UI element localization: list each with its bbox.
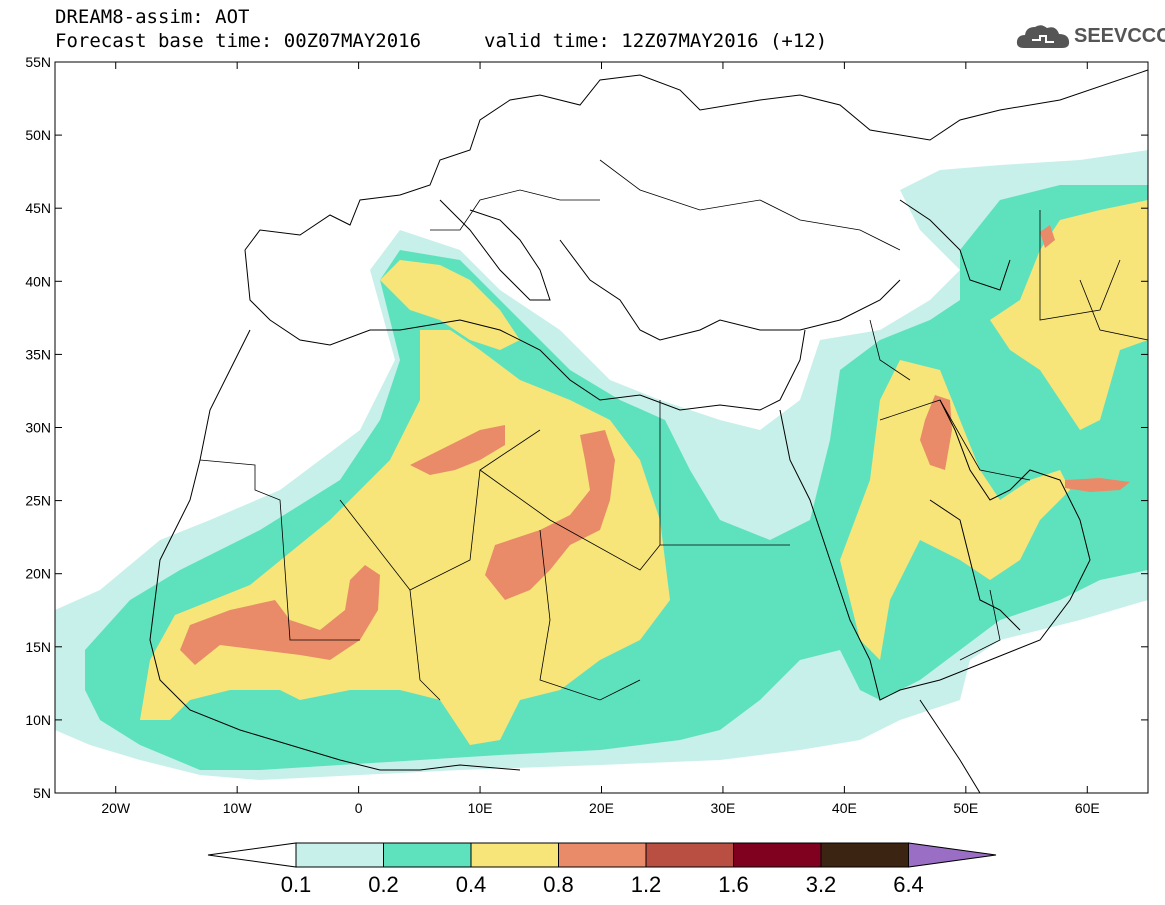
colorbar-label: 1.2 (631, 872, 662, 897)
colorbar-segment (820, 842, 909, 868)
lat-tick-label: 25N (25, 493, 51, 509)
forecast-base-time: Forecast base time: 00Z07MAY2016 (55, 30, 422, 52)
country-borders (199, 159, 1148, 701)
colorbar-segment (383, 842, 472, 868)
aot-region-0.8-central-sahara (485, 430, 615, 600)
lat-tick-label: 10N (25, 712, 51, 728)
aot-fields (55, 69, 1148, 793)
lon-tick-label: 10E (468, 800, 493, 816)
colorbar-label: 0.1 (281, 872, 312, 897)
aot-region-0.8-aral (1040, 225, 1055, 248)
latitude-axis: 5N 10N 15N 20N 25N 30N 35N 40N 45N 50N 55N (25, 54, 1148, 801)
colorbar-label: 0.4 (456, 872, 487, 897)
aot-region-0.4-coast (380, 260, 520, 350)
colorbar-label: 3.2 (806, 872, 837, 897)
colorbar-label: 0.2 (368, 872, 399, 897)
valid-time: valid time: 12Z07MAY2016 (+12) (484, 30, 828, 52)
lat-tick-label: 30N (25, 420, 51, 436)
colorbar-segment (470, 842, 559, 868)
logo-text: SEEVCCC (1074, 24, 1165, 47)
lon-tick-label: 60E (1075, 800, 1100, 816)
lat-tick-label: 55N (25, 54, 51, 70)
colorbar-label: 1.6 (718, 872, 749, 897)
colorbar-label: 0.8 (543, 872, 574, 897)
lon-tick-label: 10W (223, 800, 253, 816)
cloud-icon (1016, 25, 1070, 48)
aot-region-0.8-gulf (1065, 478, 1130, 492)
lon-tick-label: 20E (589, 800, 614, 816)
colorbar-segment (645, 842, 734, 868)
map-title: DREAM8-assim: AOT (55, 6, 250, 28)
coastlines (149, 69, 1148, 793)
colorbar: 0.1 0.2 0.4 0.8 1.2 1.6 3.2 6.4 (207, 842, 997, 897)
lon-tick-label: 0 (355, 800, 363, 816)
aot-region-0.4-arabia (840, 360, 1070, 660)
colorbar-high-arrow (908, 842, 997, 868)
aot-region-0.8-iraq (920, 395, 952, 470)
lat-tick-label: 5N (33, 785, 51, 801)
lon-tick-label: 40E (832, 800, 857, 816)
lon-tick-label: 20W (101, 800, 131, 816)
colorbar-segment (733, 842, 822, 868)
colorbar-segment (295, 842, 384, 868)
lat-tick-label: 40N (25, 273, 51, 289)
colorbar-low-arrow (207, 842, 297, 868)
aot-region-0.8-libya (410, 425, 505, 475)
lat-tick-label: 20N (25, 566, 51, 582)
lat-tick-label: 35N (25, 346, 51, 362)
lat-tick-label: 15N (25, 639, 51, 655)
seevccc-logo: SEEVCCC (1016, 22, 1165, 50)
lat-tick-label: 45N (25, 200, 51, 216)
colorbar-label: 6.4 (893, 872, 924, 897)
lon-tick-label: 50E (953, 800, 978, 816)
lon-tick-label: 30E (710, 800, 735, 816)
colorbar-segment (558, 842, 647, 868)
lat-tick-label: 50N (25, 127, 51, 143)
longitude-axis: 20W 10W 0 10E 20E 30E 40E 50E 60E (101, 62, 1100, 816)
